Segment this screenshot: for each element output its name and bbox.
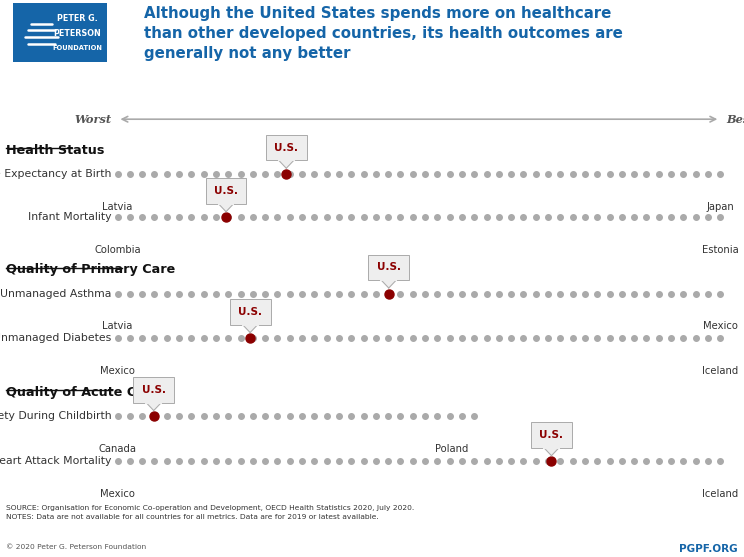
Text: Mexico: Mexico (703, 321, 737, 331)
Text: Latvia: Latvia (103, 321, 132, 331)
Bar (13, 3, 107, 62)
Text: U.S.: U.S. (376, 262, 401, 272)
Text: PETER G.: PETER G. (57, 13, 97, 22)
Text: © 2020 Peter G. Peterson Foundation: © 2020 Peter G. Peterson Foundation (6, 544, 147, 550)
Text: Latvia: Latvia (103, 202, 132, 212)
Bar (266, 135, 307, 160)
Text: Iceland: Iceland (702, 366, 738, 376)
Text: U.S.: U.S. (238, 307, 262, 317)
Text: Mexico: Mexico (100, 489, 135, 499)
Text: U.S.: U.S. (141, 385, 166, 395)
Text: Life Expectancy at Birth: Life Expectancy at Birth (0, 169, 112, 179)
Text: Estonia: Estonia (702, 245, 739, 255)
Text: Poland: Poland (435, 444, 469, 454)
Text: Colombia: Colombia (94, 245, 141, 255)
Text: Quality of Primary Care: Quality of Primary Care (6, 263, 175, 276)
Polygon shape (544, 448, 559, 456)
Text: U.S.: U.S. (275, 143, 298, 153)
Text: Safety During Childbirth: Safety During Childbirth (0, 411, 112, 421)
Text: FOUNDATION: FOUNDATION (52, 45, 102, 51)
Polygon shape (147, 403, 161, 411)
Text: Mexico: Mexico (100, 366, 135, 376)
Polygon shape (219, 204, 234, 212)
Text: Unmanaged Diabetes: Unmanaged Diabetes (0, 333, 112, 343)
Bar (531, 422, 572, 448)
Polygon shape (381, 280, 397, 288)
Bar (368, 255, 409, 280)
Text: U.S.: U.S. (214, 186, 238, 196)
Text: Unmanaged Asthma: Unmanaged Asthma (0, 289, 112, 299)
Text: Iceland: Iceland (702, 489, 738, 499)
Text: Heart Attack Mortality: Heart Attack Mortality (0, 456, 112, 466)
Polygon shape (279, 160, 294, 168)
Text: PGPF.ORG: PGPF.ORG (679, 544, 738, 554)
Text: Canada: Canada (98, 444, 137, 454)
Text: Quality of Acute Care: Quality of Acute Care (6, 386, 160, 399)
Bar (230, 299, 271, 325)
Text: Health Status: Health Status (6, 144, 104, 157)
Bar (205, 178, 246, 204)
Text: Infant Mortality: Infant Mortality (28, 212, 112, 222)
Polygon shape (243, 325, 257, 333)
Text: SOURCE: Organisation for Economic Co-operation and Development, OECD Health Stat: SOURCE: Organisation for Economic Co-ope… (6, 505, 414, 520)
Text: Worst: Worst (74, 114, 112, 125)
Text: Best: Best (726, 114, 744, 125)
Text: Japan: Japan (706, 202, 734, 212)
Text: PETERSON: PETERSON (54, 29, 101, 38)
Text: Although the United States spends more on healthcare
than other developed countr: Although the United States spends more o… (144, 6, 623, 61)
Text: U.S.: U.S. (539, 430, 563, 440)
Bar (133, 377, 174, 403)
